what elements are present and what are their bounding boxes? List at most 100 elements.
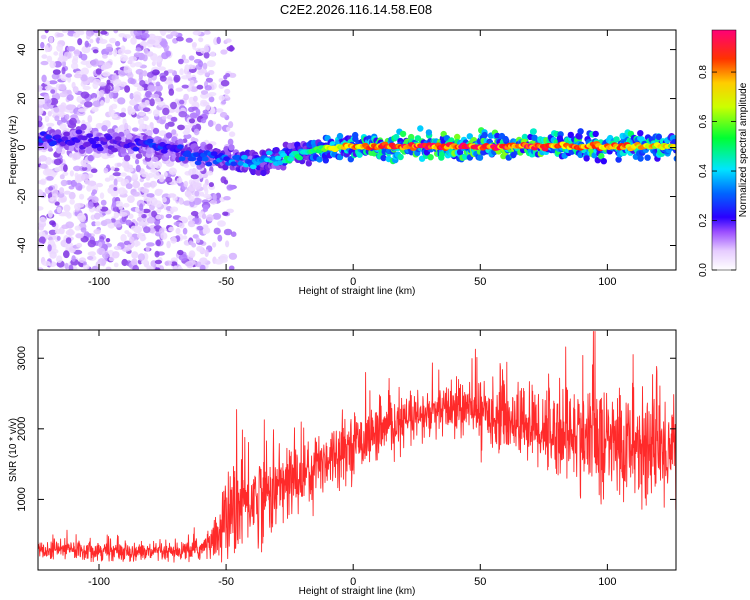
y-axis-label: SNR (10 * v/v): [8, 418, 19, 482]
spectrogram-noise-cell: [103, 167, 109, 174]
spectrogram-noise-cell: [138, 118, 144, 126]
spectrogram-noise-cell: [203, 30, 211, 35]
spectrogram-noise-cell: [198, 60, 204, 68]
spectrogram-ridge-core: [105, 135, 113, 141]
spectrogram-noise-cell: [196, 84, 204, 90]
spectrogram-noise-cell: [131, 258, 138, 266]
spectrogram-noise-cell: [89, 251, 96, 257]
spectrogram-ridge-core: [241, 154, 248, 160]
spectrogram-noise-cell: [56, 255, 63, 263]
spectrogram-noise-cell: [192, 30, 202, 36]
spectrogram-noise-cell: [205, 103, 211, 111]
spectrogram-noise-cell: [150, 156, 159, 162]
spectrogram-noise-cell: [87, 201, 94, 209]
spectrogram-noise-cell: [76, 119, 81, 124]
spectrogram-noise-cell: [64, 211, 71, 217]
spectrogram-noise-cell: [204, 187, 209, 195]
spectrogram-ridge-cell: [206, 143, 213, 150]
spectrogram-noise-cell: [163, 171, 168, 177]
spectrogram-noise-cell: [75, 233, 84, 239]
spectrogram-noise-cell: [53, 158, 62, 166]
spectrogram-noise-cell: [164, 122, 169, 130]
spectrogram-noise-cell: [159, 176, 165, 183]
spectrogram-noise-cell: [117, 187, 127, 195]
spectrogram-noise-cell: [86, 184, 92, 192]
spectrogram-noise-cell: [200, 90, 209, 95]
spectrogram-noise-cell: [123, 65, 130, 74]
spectrogram-noise-cell: [113, 48, 118, 57]
spectrogram-noise-cell: [224, 88, 231, 95]
spectrogram-noise-cell: [96, 205, 103, 210]
spectrogram-noise-cell: [138, 72, 143, 80]
spectrogram-noise-cell: [137, 253, 145, 261]
spectrogram-noise-cell: [54, 201, 60, 206]
spectrogram-noise-cell: [176, 177, 183, 184]
spectrogram-noise-cell: [152, 109, 160, 117]
spectrogram-noise-cell: [113, 245, 122, 251]
spectrogram-ridge-core: [86, 133, 93, 139]
spectrogram-noise-cell: [135, 153, 143, 160]
spectrogram-noise-cell: [220, 49, 228, 55]
spectrogram-noise-cell: [142, 115, 149, 121]
spectrogram-ridge-core: [111, 147, 118, 153]
spectrogram-noise-cell: [41, 260, 51, 266]
spectrogram-noise-cell: [111, 113, 119, 119]
spectrogram-noise-cell: [126, 164, 134, 170]
spectrogram-noise-cell: [105, 85, 111, 91]
spectrogram-ridge-cell: [55, 147, 63, 154]
spectrogram-ridge-core: [93, 136, 101, 142]
spectrogram-noise-cell: [189, 86, 199, 92]
spectrogram-noise-cell: [139, 80, 146, 87]
spectrogram-ridge-core: [249, 164, 257, 170]
spectrogram-noise-cell: [183, 163, 189, 168]
spectrogram-noise-cell: [135, 241, 141, 246]
spectrogram-noise-cell: [47, 147, 54, 152]
spectrogram-noise-cell: [69, 170, 74, 177]
spectrogram-noise-cell: [195, 237, 201, 244]
spectrogram-noise-cell: [56, 44, 63, 52]
spectrogram-noise-cell: [215, 192, 222, 200]
spectrogram-ridge-cell: [592, 130, 599, 138]
spectrogram-noise-cell: [190, 174, 199, 180]
spectrogram-noise-cell: [188, 118, 196, 124]
spectrogram-noise-cell: [123, 49, 132, 55]
spectrogram-noise-cell: [170, 116, 178, 122]
spectrogram-noise-cell: [145, 175, 151, 181]
spectrogram-noise-cell: [113, 211, 120, 219]
spectrogram-noise-cell: [207, 119, 214, 128]
spectrogram-noise-cell: [70, 62, 79, 70]
spectrogram-ridge-cell: [454, 133, 461, 141]
spectrogram-noise-cell: [184, 64, 190, 72]
spectrogram-ridge-core: [45, 134, 53, 140]
spectrogram-noise-cell: [54, 115, 60, 122]
spectrogram-noise-cell: [208, 70, 215, 75]
spectrogram-ridge-cell: [466, 133, 473, 140]
spectrogram-noise-cell: [154, 267, 161, 270]
spectrogram-noise-cell: [154, 161, 163, 169]
x-tick-label: 100: [598, 276, 616, 288]
spectrogram-noise-cell: [91, 221, 97, 227]
spectrogram-noise-cell: [217, 220, 226, 227]
spectrogram-noise-cell: [50, 89, 56, 94]
spectrogram-noise-cell: [63, 250, 70, 259]
spectrogram-noise-cell: [188, 220, 196, 225]
colorbar: [711, 29, 737, 271]
spectrogram-ridge-core: [132, 146, 140, 152]
spectrogram-noise-cell: [178, 58, 184, 65]
spectrogram-ridge-cell: [556, 135, 564, 142]
spectrogram-noise-cell: [93, 229, 101, 235]
x-axis-label: Height of straight line (km): [299, 586, 416, 597]
spectrogram-ridge-cell: [644, 154, 651, 161]
spectrogram-noise-cell: [69, 153, 73, 159]
spectrogram-noise-cell: [136, 217, 143, 222]
spectrogram-noise-cell: [105, 46, 113, 52]
spectrogram-noise-cell: [59, 111, 65, 118]
spectrogram-noise-cell: [154, 97, 161, 105]
spectrogram-noise-cell: [126, 244, 132, 251]
spectrogram-ridge-cell: [615, 156, 622, 163]
spectrogram-noise-cell: [206, 170, 214, 176]
spectrogram-noise-cell: [145, 125, 151, 131]
spectrogram-noise-cell: [155, 263, 161, 268]
spectrogram-noise-cell: [196, 225, 204, 231]
spectrogram-noise-cell: [126, 195, 135, 204]
